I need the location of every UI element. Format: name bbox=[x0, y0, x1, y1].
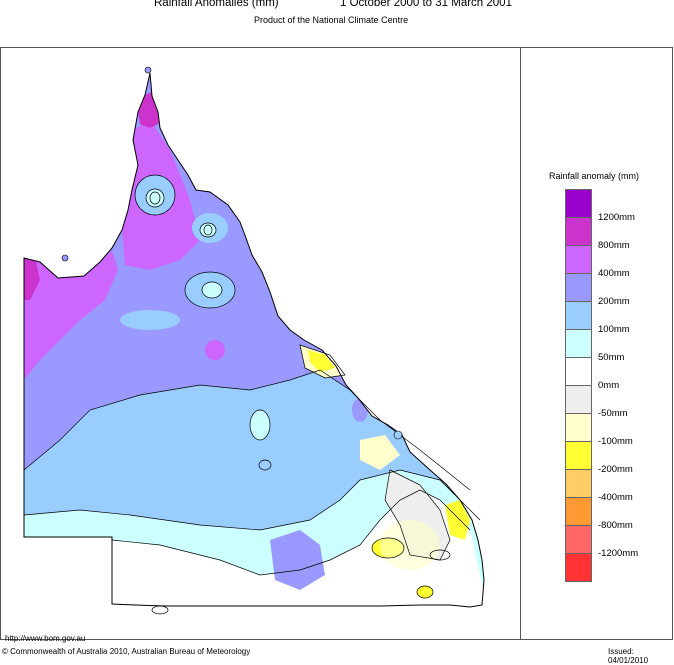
legend-swatch bbox=[565, 329, 592, 358]
anomaly-50-patch-3 bbox=[250, 410, 270, 440]
anomaly-200-patch-se bbox=[270, 530, 325, 590]
legend-bar bbox=[565, 189, 592, 582]
issued-date: Issued: 04/01/2010 bbox=[608, 647, 649, 665]
map-subtitle: Product of the National Climate Centre bbox=[254, 15, 409, 25]
map-frame bbox=[0, 47, 673, 640]
legend-label: -100mm bbox=[598, 436, 633, 447]
queensland-rainfall-map bbox=[23, 66, 485, 615]
island bbox=[144, 66, 152, 74]
anomaly-0-region bbox=[112, 490, 484, 607]
legend-swatch bbox=[565, 469, 592, 498]
legend-label: -400mm bbox=[598, 492, 633, 503]
legend-swatch bbox=[565, 525, 592, 554]
legend-label: -200mm bbox=[598, 464, 633, 475]
queensland-outline bbox=[23, 72, 485, 608]
anomaly-50-patch-2 bbox=[200, 223, 216, 237]
legend-swatch bbox=[565, 385, 592, 414]
legend-label: -50mm bbox=[598, 408, 628, 419]
island bbox=[393, 430, 403, 440]
anomaly-minus100-coast-2 bbox=[360, 435, 400, 470]
anomaly-50-patch-4 bbox=[202, 282, 222, 298]
legend-swatch bbox=[565, 245, 592, 274]
legend-label: 400mm bbox=[598, 268, 630, 279]
legend-swatch bbox=[565, 441, 592, 470]
anomaly-800-region-west bbox=[24, 258, 40, 300]
anomaly-minus100-patch-se bbox=[380, 520, 440, 570]
anomaly-minus200-patch-se2 bbox=[417, 586, 433, 598]
island bbox=[61, 254, 69, 262]
anomaly-minus200-coast-1 bbox=[308, 350, 335, 372]
anomaly-50-patch-1 bbox=[146, 189, 164, 207]
legend-swatch bbox=[565, 497, 592, 526]
legend-swatch bbox=[565, 413, 592, 442]
legend-label: 0mm bbox=[598, 380, 620, 391]
copyright-text: © Commonwealth of Australia 2010, Austra… bbox=[2, 647, 251, 656]
legend-label: 100mm bbox=[598, 324, 630, 335]
legend-swatch bbox=[565, 301, 592, 330]
anomaly-400-region-west bbox=[24, 250, 118, 380]
legend-divider bbox=[520, 47, 521, 640]
anomaly-minus200-coast-2 bbox=[445, 500, 470, 540]
legend-swatch bbox=[565, 357, 592, 386]
legend-label: 800mm bbox=[598, 240, 630, 251]
legend-swatch bbox=[565, 189, 592, 218]
legend-label: 200mm bbox=[598, 296, 630, 307]
anomaly-100-patch-2 bbox=[120, 310, 180, 330]
legend-title: Rainfall anomaly (mm) bbox=[549, 171, 640, 181]
legend-swatch bbox=[565, 273, 592, 302]
legend-label: -800mm bbox=[598, 520, 633, 531]
map-title: Rainfall Anomalies (mm) bbox=[154, 0, 279, 9]
legend-label: -1200mm bbox=[598, 548, 639, 559]
anomaly-200-patch-coast bbox=[352, 398, 368, 422]
legend-label: 1200mm bbox=[598, 212, 635, 223]
legend-swatch bbox=[565, 217, 592, 246]
map-period: 1 October 2000 to 31 March 2001 bbox=[340, 0, 512, 9]
anomaly-800-region-cape bbox=[138, 92, 162, 128]
source-url[interactable]: http://www.bom.gov.au bbox=[5, 634, 86, 643]
legend-label: 50mm bbox=[598, 352, 625, 363]
anomaly-400-patch-central bbox=[205, 340, 225, 360]
legend-swatch bbox=[565, 553, 592, 582]
